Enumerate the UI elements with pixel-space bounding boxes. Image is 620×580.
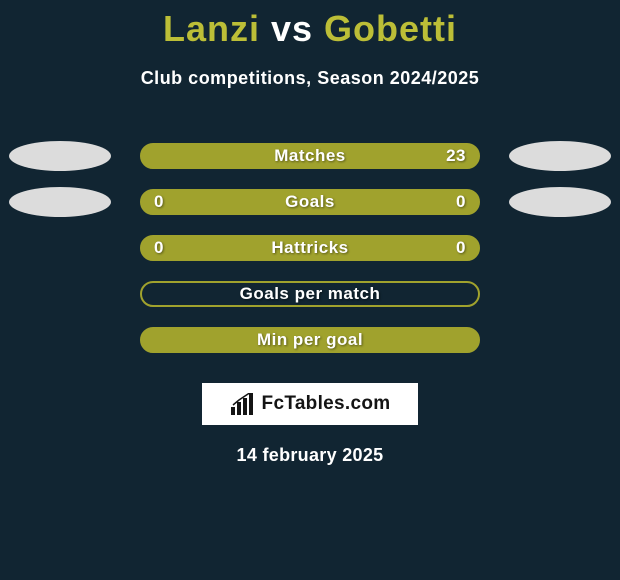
left-oval — [9, 187, 111, 217]
stat-row-hattricks: 0 Hattricks 0 — [0, 225, 620, 271]
stat-left-value: 0 — [154, 238, 164, 258]
stat-row-goals-per-match: Goals per match — [0, 271, 620, 317]
stat-pill-min-per-goal: Min per goal — [140, 327, 480, 353]
vs-label: vs — [271, 8, 313, 49]
bar-chart-icon — [230, 393, 256, 415]
date-label: 14 february 2025 — [0, 445, 620, 466]
stat-label: Goals per match — [240, 284, 381, 304]
stat-right-value: 0 — [456, 192, 466, 212]
stat-row-min-per-goal: Min per goal — [0, 317, 620, 363]
stat-label: Hattricks — [271, 238, 348, 258]
stat-label: Matches — [274, 146, 346, 166]
stat-row-matches: Matches 23 — [0, 133, 620, 179]
stat-left-value: 0 — [154, 192, 164, 212]
player1-name: Lanzi — [163, 8, 260, 49]
stat-row-goals: 0 Goals 0 — [0, 179, 620, 225]
stat-label: Goals — [285, 192, 335, 212]
logo-box: FcTables.com — [202, 383, 418, 425]
stat-label: Min per goal — [257, 330, 363, 350]
stat-right-value: 0 — [456, 238, 466, 258]
logo-text: FcTables.com — [262, 393, 391, 415]
stat-right-value: 23 — [446, 146, 466, 166]
stats-container: Matches 23 0 Goals 0 0 Hattricks 0 Goals per mat… — [0, 133, 620, 363]
right-oval — [509, 141, 611, 171]
stat-pill-hattricks: 0 Hattricks 0 — [140, 235, 480, 261]
right-oval — [509, 187, 611, 217]
left-oval — [9, 141, 111, 171]
stat-pill-matches: Matches 23 — [140, 143, 480, 169]
page-title: Lanzi vs Gobetti — [0, 0, 620, 50]
player2-name: Gobetti — [324, 8, 457, 49]
stat-pill-goals: 0 Goals 0 — [140, 189, 480, 215]
stat-pill-goals-per-match: Goals per match — [140, 281, 480, 307]
subtitle: Club competitions, Season 2024/2025 — [0, 68, 620, 89]
